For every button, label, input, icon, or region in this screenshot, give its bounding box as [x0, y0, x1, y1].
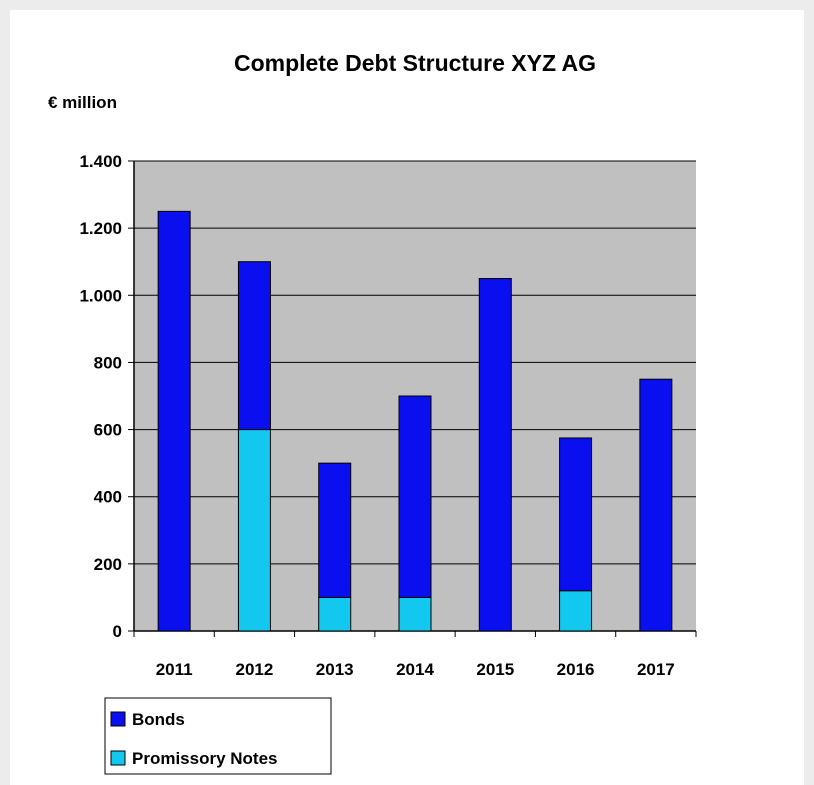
bar-bonds	[237, 261, 271, 431]
y-tick-label: 600	[94, 421, 122, 440]
bar-bonds	[478, 278, 512, 632]
legend-label-promissory-notes: Promissory Notes	[132, 749, 278, 768]
x-tick-label: 2015	[476, 660, 514, 679]
y-tick-label: 1.000	[79, 286, 122, 305]
legend-swatch-bonds	[110, 711, 126, 727]
legend-label-bonds: Bonds	[132, 710, 185, 729]
legend-swatch-promissory-notes	[110, 750, 126, 766]
x-tick-label: 2013	[316, 660, 354, 679]
x-tick-label: 2014	[396, 660, 434, 679]
legend: Bonds Promissory Notes	[104, 697, 332, 775]
bar-bonds	[639, 378, 673, 632]
chart-panel: Complete Debt Structure XYZ AG € million…	[10, 10, 804, 785]
bar-bonds	[157, 210, 191, 632]
x-tick-label: 2011	[156, 660, 193, 679]
y-axis-label: € million	[48, 93, 117, 112]
bar-bonds	[398, 395, 432, 598]
x-tick-label: 2016	[557, 660, 595, 679]
bar-promissory-notes	[398, 596, 432, 632]
y-tick-label: 0	[113, 622, 122, 641]
x-tick-label: 2017	[637, 660, 675, 679]
y-tick-label: 400	[94, 488, 122, 507]
bar-promissory-notes	[559, 590, 593, 632]
y-tick-label: 1.200	[79, 219, 122, 238]
legend-box	[104, 697, 332, 775]
plot-area: 0 200 400 600 800 1.000 1.200 1.400 2011 2012 2013…	[79, 152, 697, 679]
bar-bonds	[318, 462, 352, 598]
x-tick-label: 2012	[236, 660, 274, 679]
y-tick-label: 200	[94, 555, 122, 574]
bar-bonds	[559, 437, 593, 592]
bar-promissory-notes	[237, 429, 271, 632]
y-tick-label: 1.400	[79, 152, 122, 171]
bar-promissory-notes	[318, 596, 352, 632]
chart-title: Complete Debt Structure XYZ AG	[234, 50, 596, 76]
y-tick-label: 800	[94, 353, 122, 372]
chart-svg: Complete Debt Structure XYZ AG € million…	[48, 50, 697, 775]
